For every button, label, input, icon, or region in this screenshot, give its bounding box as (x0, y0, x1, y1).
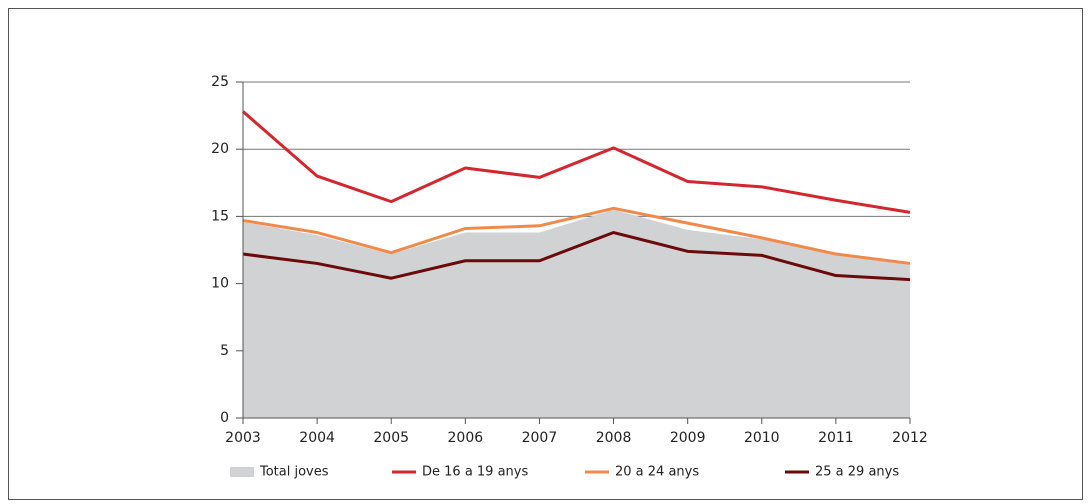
legend-label: 20 a 24 anys (615, 465, 699, 480)
area (243, 209, 910, 418)
line (242, 231, 911, 282)
plot (242, 110, 911, 418)
x-tick-label: 2004 (299, 430, 335, 446)
y-tick-label: 5 (220, 343, 229, 359)
legend-label: Total joves (259, 465, 329, 480)
x-tick-label: 2009 (670, 430, 706, 446)
x-tick-label: 2010 (744, 430, 780, 446)
x-tick-label: 2006 (448, 430, 484, 446)
x-tick-label: 2011 (818, 430, 854, 446)
y-tick-label: 10 (211, 276, 229, 292)
x-tick-label: 2005 (373, 430, 409, 446)
y-tick-label: 15 (211, 208, 229, 224)
line (242, 110, 911, 214)
y-tick-label: 20 (211, 141, 229, 157)
legend: Total joves De 16 a 19 anys 20 a 24 anys 25… (230, 465, 899, 480)
axes: 0 5 10 15 20 25 2003 2004 2005 2006 2007 2008 2009 20… (211, 74, 928, 446)
x-tick-label: 2007 (522, 430, 558, 446)
x-tick-label: 2008 (596, 430, 632, 446)
legend-swatch (230, 467, 254, 477)
x-tick-label: 2003 (225, 430, 261, 446)
legend-label: De 16 a 19 anys (422, 465, 528, 480)
y-tick-label: 25 (211, 74, 229, 90)
legend-label: 25 a 29 anys (815, 465, 899, 480)
x-tick-label: 2012 (892, 430, 928, 446)
line (242, 206, 911, 265)
y-tick-label: 0 (220, 410, 229, 426)
